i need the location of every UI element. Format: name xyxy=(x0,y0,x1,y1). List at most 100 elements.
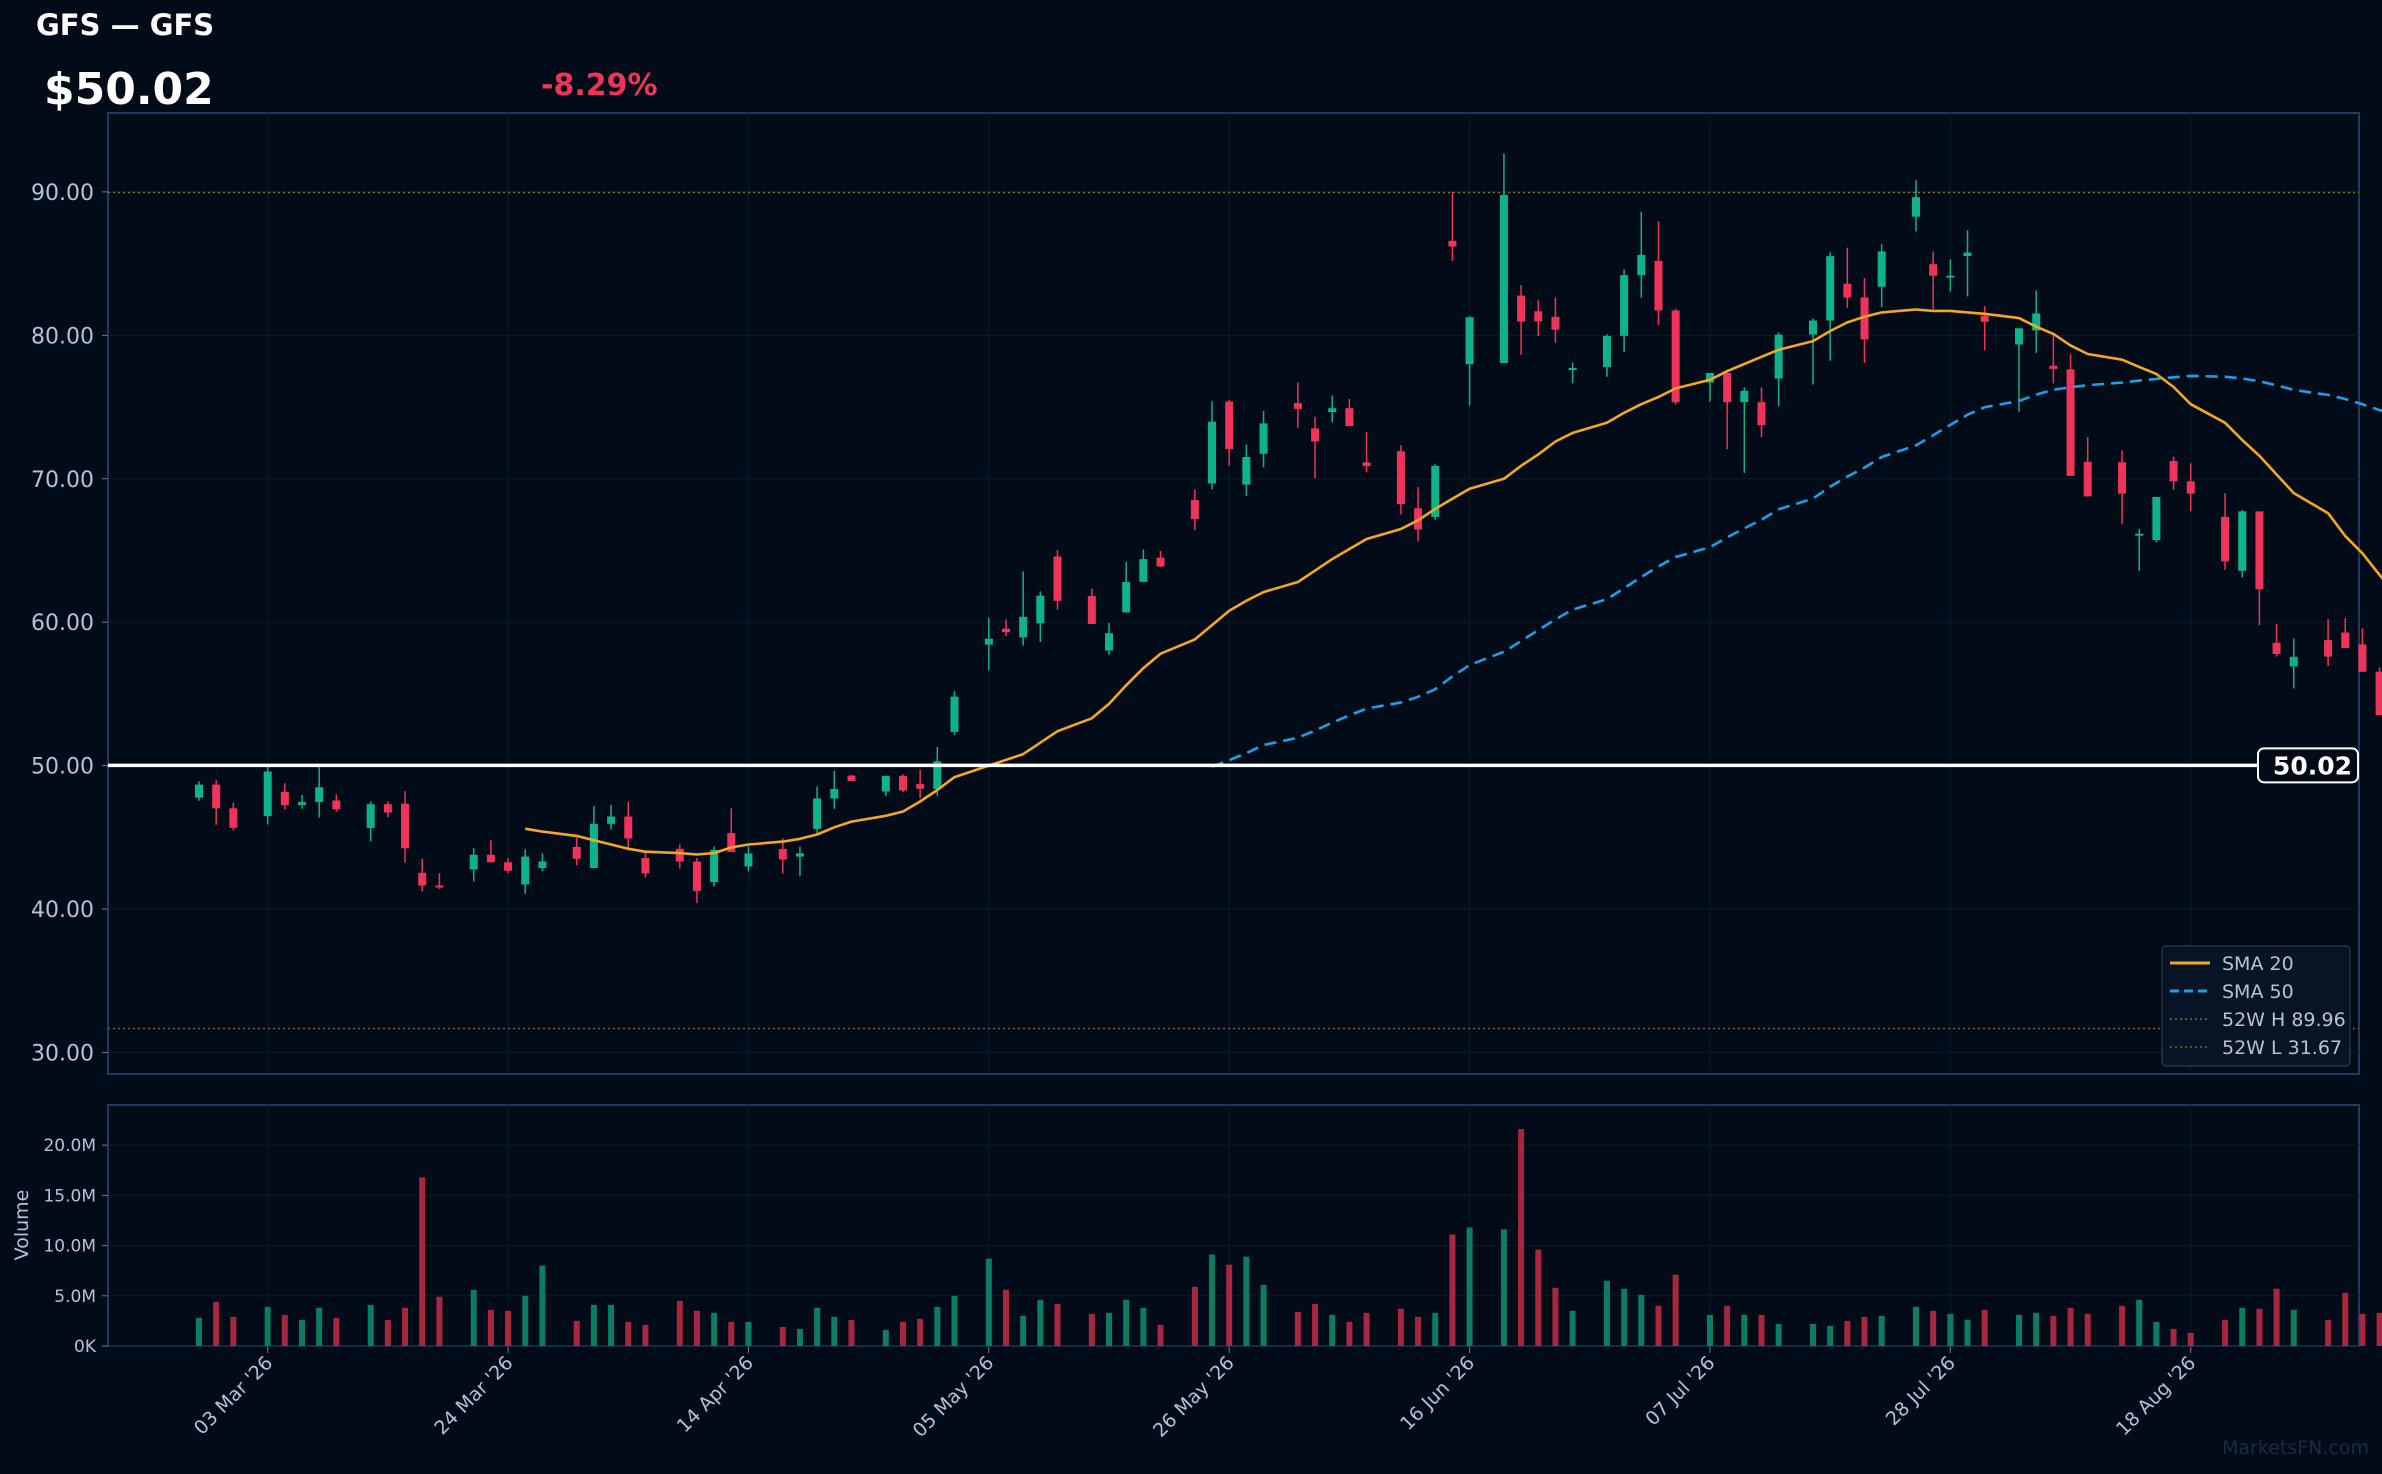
candle-body xyxy=(435,885,444,888)
sma20-line xyxy=(524,308,2382,856)
volume-bar xyxy=(1088,1313,1095,1346)
volume-bar xyxy=(2325,1319,2332,1346)
candle-body xyxy=(1001,628,1010,633)
candle-body xyxy=(1740,390,1749,403)
volume-bar xyxy=(2050,1315,2057,1346)
candle-body xyxy=(1860,297,1869,340)
volume-bar xyxy=(951,1295,958,1346)
volume-bar xyxy=(1741,1314,1748,1346)
candle-body xyxy=(847,775,856,781)
volume-bar xyxy=(2239,1307,2246,1346)
candle-body xyxy=(795,853,804,857)
candle-body xyxy=(984,638,993,645)
candle-body xyxy=(315,787,324,803)
volume-bar xyxy=(917,1318,924,1346)
volume-bar xyxy=(505,1310,512,1346)
candle-body xyxy=(1843,283,1852,298)
volume-bar xyxy=(642,1324,649,1346)
volume-bar xyxy=(934,1306,941,1346)
volume-bar xyxy=(676,1300,683,1346)
candle-body xyxy=(418,872,427,886)
price-tick-label: 90.00 xyxy=(31,181,94,206)
volume-bar xyxy=(1809,1323,1816,1346)
candle-body xyxy=(486,854,495,863)
volume-bar xyxy=(316,1307,323,1346)
volume-bar xyxy=(711,1312,718,1346)
volume-bar xyxy=(1466,1227,1473,1346)
volume-bar xyxy=(1312,1303,1319,1346)
candle-body xyxy=(1225,401,1234,450)
candle-body xyxy=(1242,456,1251,485)
volume-bar xyxy=(2290,1309,2297,1346)
volume-bar xyxy=(487,1309,494,1346)
volume-bar xyxy=(1037,1299,1044,1346)
volume-bar xyxy=(1243,1256,1250,1346)
price-tick-label: 70.00 xyxy=(31,468,94,493)
x-tick-label: 03 Mar '26 xyxy=(190,1352,277,1439)
volume-bar xyxy=(1432,1312,1439,1346)
legend-entry: SMA 50 xyxy=(2222,981,2294,1003)
candle-body xyxy=(916,784,925,789)
candle-body xyxy=(1448,240,1457,247)
volume-bar xyxy=(693,1310,700,1346)
candle-body xyxy=(2221,516,2230,562)
volume-bar xyxy=(1123,1299,1130,1346)
candle-body xyxy=(504,862,513,871)
volume-bar xyxy=(1827,1325,1834,1346)
volume-bar xyxy=(213,1301,220,1346)
volume-bar xyxy=(1552,1287,1559,1346)
candle-body xyxy=(1499,194,1508,364)
volume-bar xyxy=(1603,1280,1610,1346)
candle-body xyxy=(1705,372,1714,383)
candle-body xyxy=(2135,533,2144,536)
candle-body xyxy=(624,816,633,839)
volume-bar xyxy=(281,1314,288,1346)
volume-bar xyxy=(1020,1315,1027,1346)
candle-body xyxy=(2289,656,2298,667)
volume-bar xyxy=(539,1265,546,1346)
candle-body xyxy=(521,856,530,885)
volume-bar xyxy=(299,1319,306,1346)
price-panel: 30.00 40.00 50.00 60.00 70.00 80.00 90.00 50.02 xyxy=(31,112,2382,1075)
volume-bar xyxy=(590,1304,597,1346)
candle-body xyxy=(1465,317,1474,365)
watermark: MarketsFN.com xyxy=(2222,1437,2369,1459)
price-tick-label: 40.00 xyxy=(31,898,94,923)
legend-entry: 52W L 31.67 xyxy=(2222,1037,2342,1059)
volume-bar xyxy=(1500,1229,1507,1346)
candle-body xyxy=(1826,256,1835,321)
candle-body xyxy=(1259,423,1268,454)
volume-bar xyxy=(196,1317,203,1346)
volume-bar xyxy=(2222,1319,2229,1346)
x-tick-label: 05 May '26 xyxy=(909,1352,999,1442)
candle-body xyxy=(298,802,307,806)
candle-body xyxy=(1105,633,1114,651)
volume-bar xyxy=(1054,1303,1061,1346)
volume-bar xyxy=(2136,1299,2143,1346)
price-plot-area xyxy=(107,112,2360,1075)
candle-body xyxy=(1311,428,1320,442)
legend-box xyxy=(2161,945,2351,1067)
candle-body xyxy=(1293,403,1302,409)
volume-bar xyxy=(608,1304,615,1346)
candle-body xyxy=(1877,251,1886,287)
candle-body xyxy=(2324,640,2333,657)
candle-body xyxy=(538,861,547,869)
volume-bar xyxy=(1655,1305,1662,1346)
volume-bar xyxy=(522,1295,529,1346)
candle-body xyxy=(1929,264,1938,276)
volume-bar xyxy=(1638,1294,1645,1346)
volume-bar xyxy=(1672,1274,1679,1346)
price-tick-label: 30.00 xyxy=(31,1041,94,1066)
volume-bar xyxy=(1209,1254,1216,1346)
volume-bar xyxy=(2342,1292,2349,1346)
volume-bar xyxy=(573,1320,580,1346)
volume-bar xyxy=(1346,1321,1353,1346)
candle-body xyxy=(607,816,616,824)
candle-body xyxy=(1946,275,1955,278)
chart-legend: SMA 20 SMA 50 52W H 89.96 52W L 31.67 xyxy=(2161,945,2351,1067)
volume-bar xyxy=(2033,1312,2040,1346)
volume-bar xyxy=(985,1258,992,1346)
volume-tick-label: 10.0M xyxy=(43,1237,96,1257)
candle-body xyxy=(1431,465,1440,517)
